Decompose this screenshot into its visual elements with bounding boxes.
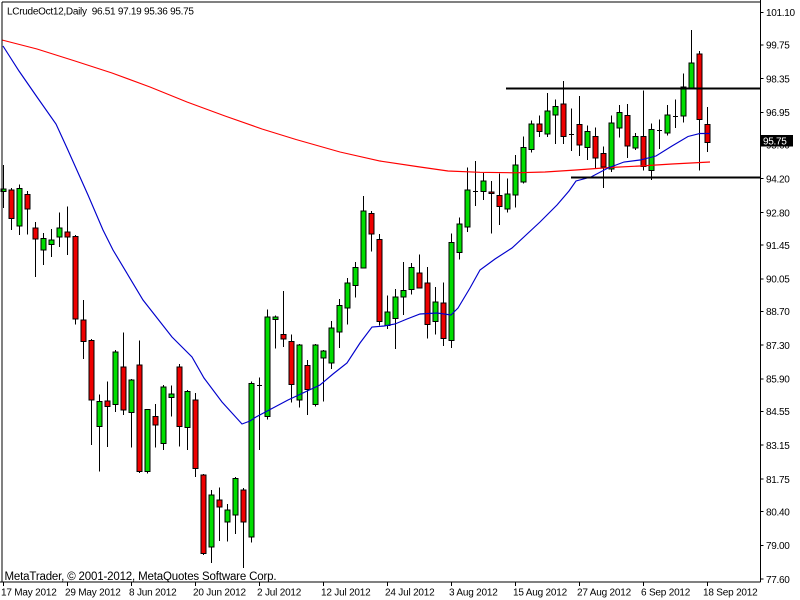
svg-text:3 Aug 2012: 3 Aug 2012 bbox=[449, 588, 498, 599]
svg-text:8 Jun 2012: 8 Jun 2012 bbox=[129, 588, 177, 599]
svg-text:77.60: 77.60 bbox=[766, 575, 790, 586]
svg-text:84.55: 84.55 bbox=[766, 407, 790, 418]
svg-text:94.20: 94.20 bbox=[766, 174, 790, 185]
svg-text:2 Jul 2012: 2 Jul 2012 bbox=[257, 588, 302, 599]
svg-text:LCrudeOct12,Daily 96.51 97.19: LCrudeOct12,Daily 96.51 97.19 95.36 95.7… bbox=[7, 6, 194, 17]
svg-text:81.75: 81.75 bbox=[766, 475, 790, 486]
svg-text:80.40: 80.40 bbox=[766, 507, 790, 518]
svg-text:96.95: 96.95 bbox=[766, 108, 790, 119]
svg-text:90.05: 90.05 bbox=[766, 275, 790, 286]
svg-text:99.75: 99.75 bbox=[766, 41, 790, 52]
svg-text:24 Jul 2012: 24 Jul 2012 bbox=[385, 588, 435, 599]
svg-text:15 Aug 2012: 15 Aug 2012 bbox=[513, 588, 568, 599]
svg-text:95.75: 95.75 bbox=[763, 137, 787, 148]
svg-text:17 May 2012: 17 May 2012 bbox=[1, 588, 57, 599]
svg-text:29 May 2012: 29 May 2012 bbox=[65, 588, 121, 599]
svg-text:83.15: 83.15 bbox=[766, 441, 790, 452]
svg-text:6 Sep 2012: 6 Sep 2012 bbox=[641, 588, 691, 599]
svg-text:12 Jul 2012: 12 Jul 2012 bbox=[321, 588, 371, 599]
svg-text:98.35: 98.35 bbox=[766, 74, 790, 85]
svg-text:85.90: 85.90 bbox=[766, 375, 790, 386]
svg-text:91.45: 91.45 bbox=[766, 241, 790, 252]
svg-text:20 Jun 2012: 20 Jun 2012 bbox=[193, 588, 246, 599]
svg-text:79.00: 79.00 bbox=[766, 541, 790, 552]
svg-text:27 Aug 2012: 27 Aug 2012 bbox=[577, 588, 632, 599]
svg-text:88.70: 88.70 bbox=[766, 307, 790, 318]
svg-text:18 Sep 2012: 18 Sep 2012 bbox=[703, 588, 758, 599]
svg-text:87.30: 87.30 bbox=[766, 341, 790, 352]
svg-text:92.80: 92.80 bbox=[766, 208, 790, 219]
svg-text:MetaTrader, © 2001-2012, MetaQ: MetaTrader, © 2001-2012, MetaQuotes Soft… bbox=[5, 571, 277, 583]
svg-text:101.10: 101.10 bbox=[766, 8, 796, 19]
